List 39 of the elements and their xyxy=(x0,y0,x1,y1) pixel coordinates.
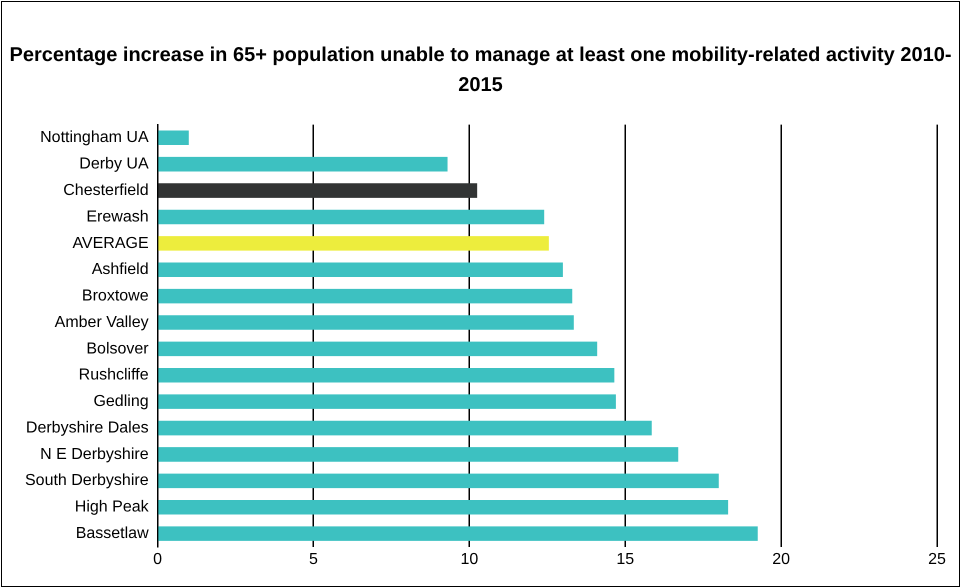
bar xyxy=(158,342,598,356)
bar xyxy=(158,156,448,172)
x-tick-label: 0 xyxy=(153,550,162,568)
bar xyxy=(158,183,478,198)
y-tick-label: Amber Valley xyxy=(54,314,149,331)
bar xyxy=(158,474,719,488)
y-tick-label: South Derbyshire xyxy=(24,472,149,490)
x-tick-label: 25 xyxy=(928,550,946,568)
y-tick-label: Derby UA xyxy=(79,156,149,173)
bar xyxy=(158,394,616,409)
y-tick-label: Derbyshire Dales xyxy=(26,419,149,436)
y-tick-label: N E Derbyshire xyxy=(40,446,149,463)
x-tick-label: 15 xyxy=(616,550,634,568)
x-tick-label: 20 xyxy=(772,550,790,568)
bar xyxy=(158,288,572,304)
bar xyxy=(158,315,574,330)
bar xyxy=(158,447,678,462)
x-tick-label: 5 xyxy=(309,550,318,568)
y-tick-label: Bolsover xyxy=(86,340,150,358)
y-tick-label: Gedling xyxy=(93,393,149,410)
bar xyxy=(158,420,652,436)
bar xyxy=(158,368,614,383)
x-tick-label: 10 xyxy=(460,550,478,568)
y-tick-label: Bassetlaw xyxy=(76,525,150,542)
y-tick-label: Ashfield xyxy=(92,261,149,278)
y-tick-label: Broxtowe xyxy=(82,288,149,305)
chart-title: Percentage increase in 65+ population unable to manage at least one mobility-related activity 2010-2015 xyxy=(8,43,952,98)
y-tick-label: Chesterfield xyxy=(63,182,149,199)
bar xyxy=(158,262,563,277)
bar xyxy=(158,130,189,146)
y-tick-label: Nottingham UA xyxy=(40,129,149,146)
y-tick-label: Rushcliffe xyxy=(78,366,149,384)
bar xyxy=(158,500,728,514)
y-tick-label: Erewash xyxy=(86,208,149,226)
bar xyxy=(158,526,758,541)
y-tick-label: High Peak xyxy=(74,498,150,516)
bar xyxy=(158,236,549,251)
y-tick-label: AVERAGE xyxy=(72,234,149,252)
bar xyxy=(158,210,544,224)
